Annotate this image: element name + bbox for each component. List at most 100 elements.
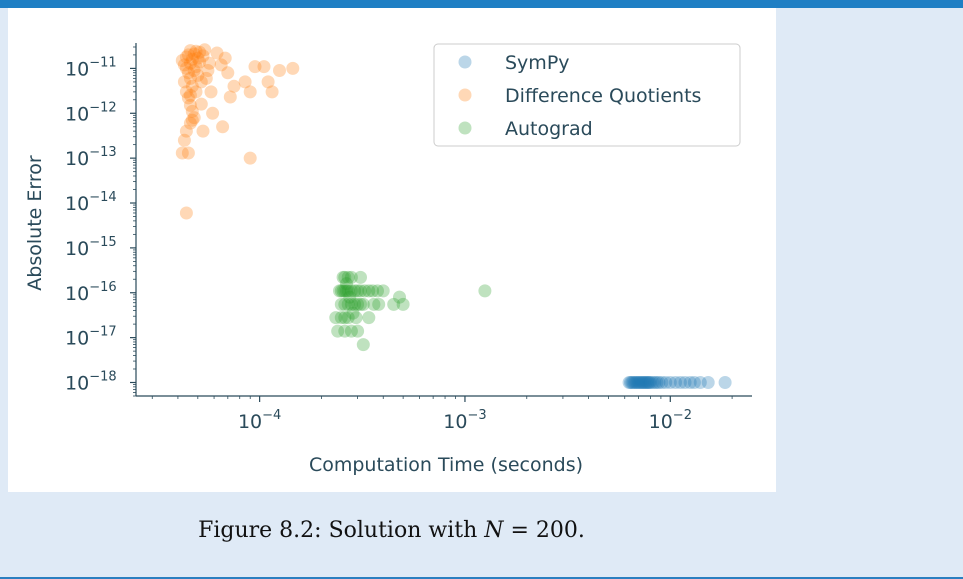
caption-variable: N bbox=[484, 518, 504, 543]
y-tick-label: 10−16 bbox=[65, 280, 117, 305]
data-point bbox=[216, 120, 230, 134]
data-point bbox=[387, 297, 401, 311]
data-point bbox=[185, 52, 199, 66]
caption-prefix: Figure 8.2: Solution with bbox=[198, 518, 485, 543]
data-point bbox=[179, 124, 193, 138]
data-point bbox=[648, 376, 662, 389]
x-axis-label: Computation Time (seconds) bbox=[309, 454, 583, 476]
data-point bbox=[203, 56, 216, 70]
data-point bbox=[396, 297, 410, 311]
data-point bbox=[243, 151, 257, 165]
data-point bbox=[206, 106, 220, 120]
data-point bbox=[187, 111, 201, 125]
data-point bbox=[189, 44, 203, 58]
data-point bbox=[191, 68, 205, 82]
data-point bbox=[646, 376, 660, 389]
data-point bbox=[628, 376, 642, 389]
data-point bbox=[179, 206, 193, 220]
data-point bbox=[334, 297, 348, 311]
caption-suffix: = 200. bbox=[503, 518, 585, 543]
data-point bbox=[218, 51, 232, 65]
data-point bbox=[362, 284, 376, 298]
data-point bbox=[175, 54, 189, 67]
y-tick-label: 10−17 bbox=[65, 325, 117, 350]
data-point bbox=[348, 284, 362, 298]
data-point bbox=[261, 75, 275, 89]
data-point bbox=[343, 290, 357, 304]
data-point bbox=[187, 64, 201, 77]
y-tick-label: 10−12 bbox=[65, 100, 117, 125]
legend: SymPy Difference Quotients Autograd bbox=[433, 43, 741, 147]
data-point bbox=[372, 297, 386, 311]
scatter-chart: 10−4 10−3 10−2 10−11 10−12 10−13 10−14 10−15 10−… bbox=[24, 43, 752, 476]
legend-label: Difference Quotients bbox=[505, 85, 701, 107]
legend-marker bbox=[458, 88, 472, 102]
data-point bbox=[183, 71, 197, 85]
y-tick-label: 10−11 bbox=[65, 55, 117, 80]
data-point bbox=[341, 311, 355, 325]
data-point bbox=[194, 75, 208, 89]
data-point bbox=[331, 324, 345, 338]
data-point bbox=[376, 284, 390, 298]
data-point bbox=[367, 297, 381, 311]
data-point bbox=[189, 85, 203, 99]
data-point bbox=[642, 376, 656, 389]
data-point bbox=[341, 270, 355, 284]
data-point bbox=[183, 56, 197, 70]
data-point bbox=[338, 270, 352, 284]
data-point bbox=[243, 85, 257, 99]
data-point bbox=[336, 270, 350, 284]
data-point bbox=[338, 297, 352, 311]
data-point bbox=[273, 64, 286, 77]
data-point bbox=[204, 85, 218, 99]
data-point bbox=[181, 48, 195, 62]
y-tick-label: 10−14 bbox=[65, 190, 117, 215]
data-point bbox=[624, 376, 637, 389]
data-point bbox=[179, 85, 193, 99]
data-point bbox=[175, 146, 189, 160]
data-point bbox=[177, 58, 191, 72]
data-point bbox=[286, 61, 300, 75]
data-point bbox=[201, 64, 215, 77]
data-points bbox=[175, 43, 732, 389]
data-point bbox=[358, 284, 372, 298]
y-axis-label: Absolute Error bbox=[24, 155, 46, 291]
data-point bbox=[210, 46, 224, 60]
data-point bbox=[622, 376, 636, 389]
data-point bbox=[223, 90, 237, 104]
data-point bbox=[340, 284, 353, 298]
data-point bbox=[344, 270, 358, 284]
legend-label: SymPy bbox=[505, 52, 570, 74]
data-point bbox=[663, 376, 677, 389]
data-point bbox=[191, 51, 205, 65]
data-point bbox=[366, 284, 380, 298]
data-point bbox=[183, 116, 197, 130]
data-point bbox=[265, 85, 279, 99]
data-point bbox=[338, 324, 352, 338]
data-point bbox=[194, 97, 208, 111]
data-point bbox=[344, 324, 358, 338]
data-point bbox=[193, 45, 207, 59]
data-point bbox=[183, 98, 197, 112]
data-point bbox=[344, 297, 358, 311]
data-point bbox=[348, 297, 362, 311]
data-point bbox=[362, 311, 376, 325]
data-point bbox=[351, 284, 365, 298]
legend-marker bbox=[458, 55, 472, 69]
data-point bbox=[334, 311, 348, 325]
data-point bbox=[344, 284, 358, 298]
data-point bbox=[183, 44, 197, 58]
data-point bbox=[257, 60, 271, 74]
data-point bbox=[227, 79, 241, 93]
data-point bbox=[349, 311, 363, 325]
series-difference-quotients bbox=[175, 43, 300, 220]
data-point bbox=[181, 146, 195, 160]
x-tick-label: 10−2 bbox=[649, 408, 692, 433]
data-point bbox=[187, 47, 201, 61]
data-point bbox=[177, 75, 191, 89]
figure-panel: 10−4 10−3 10−2 10−11 10−12 10−13 10−14 10−15 10−… bbox=[8, 8, 776, 492]
data-point bbox=[181, 66, 195, 80]
data-point bbox=[635, 376, 649, 389]
y-tick-label: 10−18 bbox=[65, 369, 117, 394]
data-point bbox=[718, 376, 732, 389]
